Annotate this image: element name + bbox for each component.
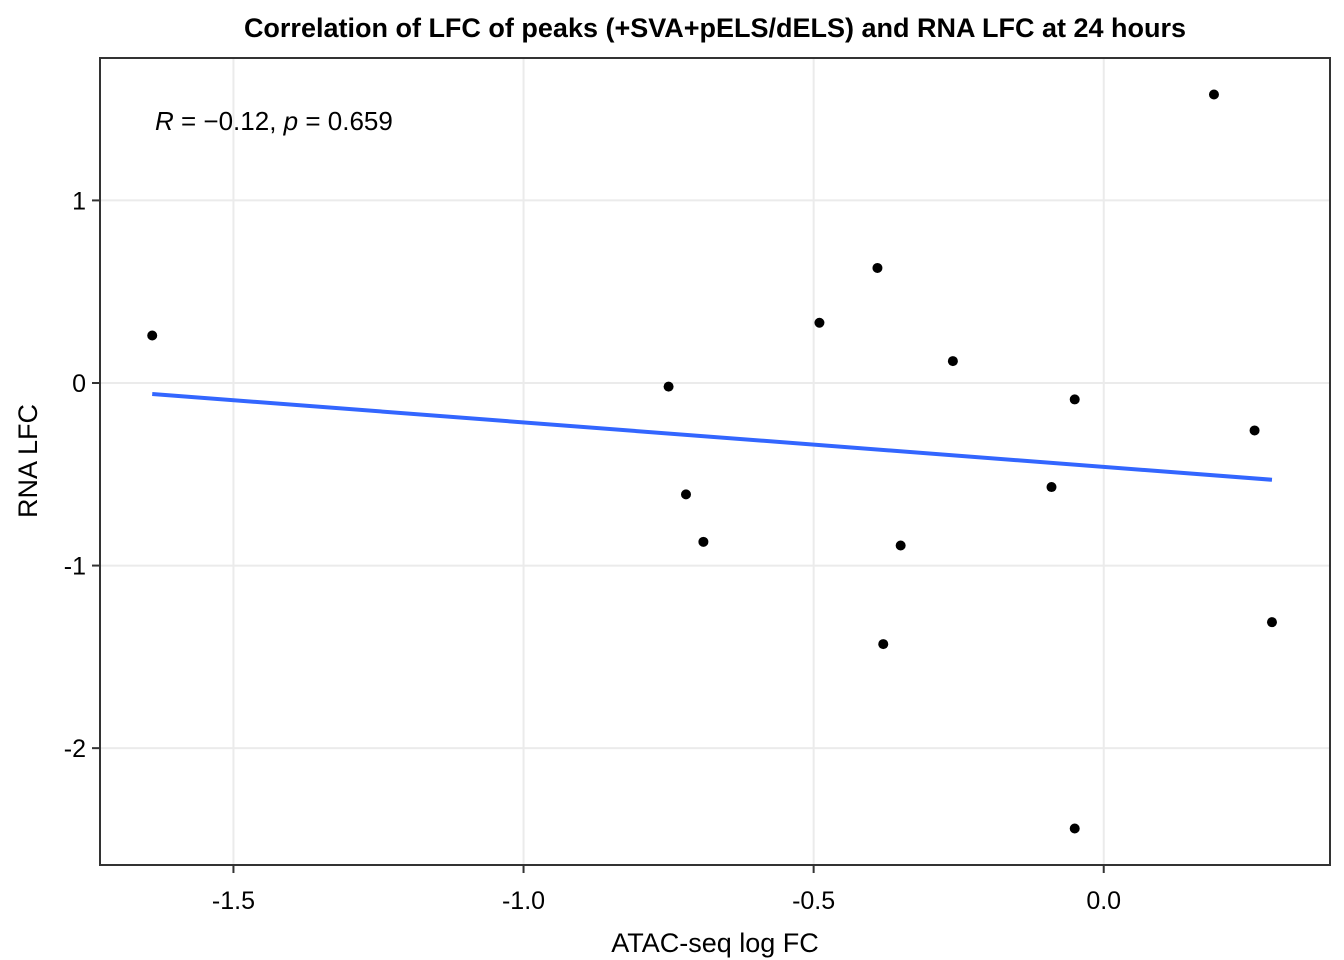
data-point	[147, 330, 158, 341]
y-tick-label: -2	[64, 735, 86, 763]
p-value: = 0.659	[298, 106, 393, 136]
data-point	[1208, 89, 1219, 100]
y-axis-ticks: 1 0 -1 -2	[64, 187, 100, 763]
data-point	[663, 381, 674, 392]
data-points	[147, 89, 1277, 834]
x-tick-label: 0.0	[1086, 887, 1121, 915]
chart-title: Correlation of LFC of peaks (+SVA+pELS/d…	[244, 13, 1186, 43]
data-point	[1266, 617, 1277, 628]
y-tick-label: 1	[72, 187, 86, 215]
data-point	[1249, 425, 1260, 436]
data-point	[1069, 823, 1080, 834]
r-value: = −0.12,	[174, 106, 284, 136]
x-axis-ticks: -1.5 -1.0 -0.5 0.0	[212, 865, 1121, 915]
gridlines	[100, 58, 1330, 865]
data-point	[947, 356, 958, 367]
data-point	[872, 262, 883, 273]
x-tick-label: -0.5	[792, 887, 835, 915]
y-axis-title: RNA LFC	[13, 404, 43, 518]
x-axis-title: ATAC-seq log FC	[611, 928, 819, 958]
x-tick-label: -1.5	[212, 887, 255, 915]
data-point	[895, 540, 906, 551]
r-symbol: R	[155, 106, 174, 136]
p-symbol: p	[283, 106, 298, 136]
data-point	[680, 489, 691, 500]
x-tick-label: -1.0	[502, 887, 545, 915]
y-tick-label: -1	[64, 553, 86, 581]
y-tick-label: 0	[72, 370, 86, 398]
correlation-annotation: R = −0.12, p = 0.659	[155, 106, 393, 136]
data-point	[1069, 394, 1080, 405]
regression-line	[152, 391, 1273, 482]
data-point	[1046, 482, 1057, 493]
data-point	[698, 536, 709, 547]
panel-border	[99, 57, 1331, 866]
data-point	[814, 317, 825, 328]
data-point	[878, 639, 889, 650]
